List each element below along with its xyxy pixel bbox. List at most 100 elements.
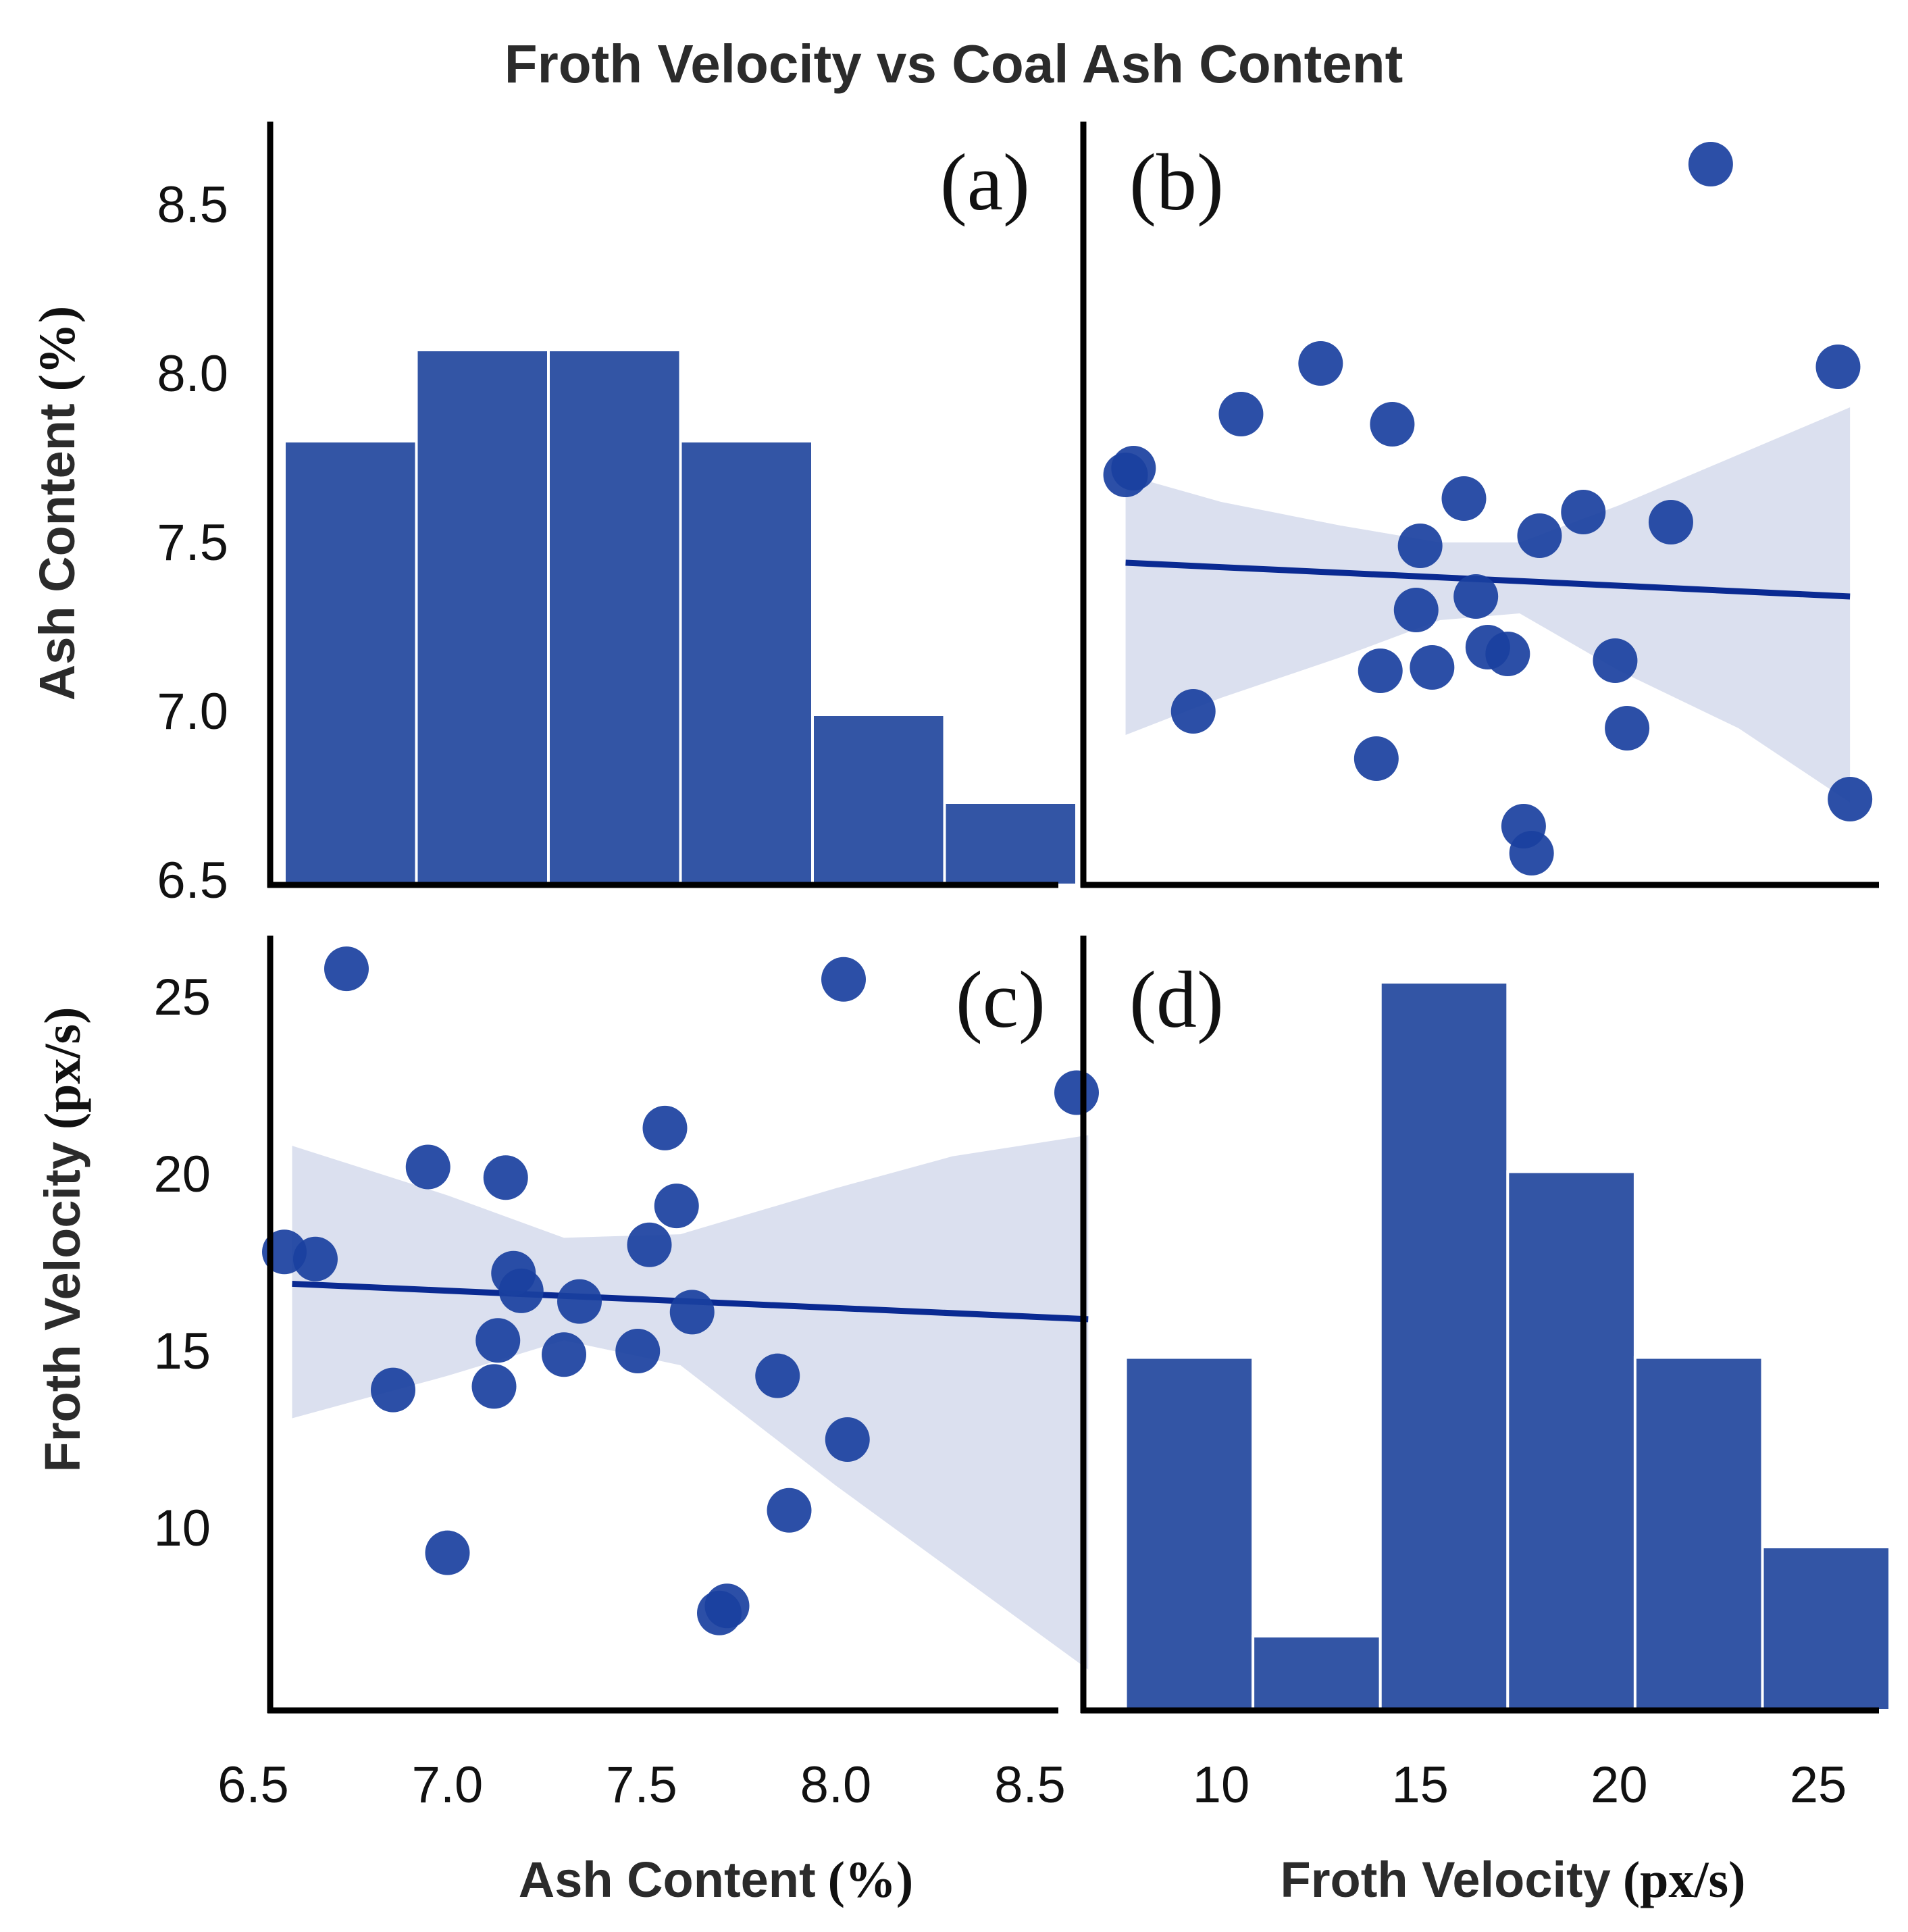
scatter-point — [627, 1222, 672, 1267]
histogram-bar — [283, 440, 418, 886]
scatter-point — [1370, 402, 1415, 447]
ash-axis-unit: (%) — [29, 306, 86, 392]
scatter-point — [1453, 574, 1499, 619]
velocity-x-tick-labels: 10 15 20 25 — [1193, 1756, 1847, 1814]
panel-a: (a) — [267, 122, 1078, 888]
panel-c-label: (c) — [956, 955, 1046, 1044]
tick-label: 6.5 — [217, 1756, 289, 1814]
scatter-points-b — [1103, 142, 1873, 875]
panel-c: (c) — [262, 936, 1099, 1714]
tick-label: 8.5 — [157, 176, 228, 234]
ash-axis-name: Ash Content — [29, 403, 85, 701]
scatter-point — [471, 1364, 517, 1409]
scatter-point — [1393, 588, 1439, 632]
scatter-point — [1054, 1070, 1099, 1115]
scatter-point — [1353, 736, 1399, 781]
scatter-point — [1465, 625, 1510, 669]
scatter-point — [405, 1144, 450, 1190]
scatter-point — [1688, 142, 1733, 186]
scatter-point — [821, 957, 866, 1002]
tick-label: 7.0 — [412, 1756, 484, 1814]
tick-label: 8.0 — [157, 345, 228, 403]
velocity-y-tick-labels: 10 15 20 25 — [153, 969, 211, 1557]
scatter-point — [654, 1184, 699, 1229]
tick-label: 15 — [153, 1323, 211, 1380]
scatter-point — [1397, 524, 1443, 568]
histogram-bars-a — [283, 349, 1078, 886]
scatter-point — [755, 1353, 800, 1398]
histogram-bar — [1761, 1546, 1892, 1712]
scatter-point — [371, 1367, 415, 1413]
tick-label: 10 — [153, 1500, 211, 1557]
scatter-point — [825, 1417, 870, 1462]
histogram-bar — [943, 801, 1078, 886]
histogram-bar — [1378, 981, 1510, 1712]
histogram-bar — [1633, 1356, 1764, 1712]
scatter-point — [1517, 513, 1562, 558]
scatter-point — [1358, 649, 1403, 693]
panel-a-label: (a) — [940, 137, 1030, 227]
velocity-x-axis-name: Froth Velocity — [1281, 1852, 1611, 1908]
ash-y-tick-labels: 6.5 7.0 7.5 8.0 8.5 — [157, 176, 228, 909]
scatter-point — [642, 1105, 688, 1150]
tick-label: 7.0 — [157, 683, 228, 740]
scatter-point — [1828, 777, 1873, 821]
histogram-bar — [1124, 1356, 1255, 1712]
scatter-point — [1815, 345, 1861, 389]
scatter-point — [1111, 446, 1156, 490]
scatter-point — [324, 946, 369, 992]
histogram-bar — [679, 440, 814, 886]
tick-label: 25 — [153, 969, 211, 1026]
tick-label: 7.5 — [157, 514, 228, 571]
scatter-point — [767, 1488, 812, 1533]
scatter-point — [1170, 689, 1216, 734]
scatter-point — [669, 1290, 715, 1335]
velocity-axis-name: Froth Velocity — [34, 1142, 91, 1472]
ash-x-axis-unit: (%) — [828, 1852, 914, 1908]
tick-label: 6.5 — [157, 852, 228, 909]
scatter-point — [1218, 392, 1264, 436]
scatter-point — [557, 1279, 602, 1324]
scatter-point — [498, 1268, 544, 1313]
ash-x-tick-labels: 6.5 7.0 7.5 8.0 8.5 — [217, 1756, 1066, 1814]
y-axis-label-velocity: Froth Velocity (px/s) — [34, 1007, 91, 1473]
scatter-point — [425, 1530, 470, 1575]
tick-label: 8.0 — [800, 1756, 872, 1814]
confidence-band-c — [292, 1135, 1089, 1670]
scatter-point — [1648, 500, 1693, 544]
y-axis-label-ash: Ash Content (%) — [29, 306, 86, 701]
scatter-point — [1561, 490, 1606, 534]
ash-x-axis-name: Ash Content — [519, 1852, 816, 1908]
tick-label: 20 — [1591, 1756, 1648, 1814]
histogram-bar — [1252, 1635, 1382, 1712]
panel-b-label: (b) — [1129, 137, 1224, 227]
scatter-point — [475, 1318, 521, 1363]
velocity-x-axis-unit: (px/s) — [1623, 1852, 1746, 1908]
scatter-point — [704, 1583, 750, 1629]
chart-title: Froth Velocity vs Coal Ash Content — [505, 34, 1403, 94]
scatter-point — [615, 1329, 661, 1373]
scatter-point — [1593, 638, 1638, 683]
tick-label: 15 — [1391, 1756, 1449, 1814]
velocity-axis-unit: (px/s) — [34, 1007, 91, 1130]
x-axis-label-velocity: Froth Velocity (px/s) — [1281, 1852, 1746, 1908]
scatter-point — [1410, 645, 1455, 690]
x-axis-label-ash: Ash Content (%) — [519, 1852, 913, 1908]
scatter-points-c — [262, 946, 1099, 1635]
scatter-point — [1501, 804, 1546, 848]
tick-label: 25 — [1790, 1756, 1847, 1814]
scatter-point — [1441, 476, 1487, 521]
histogram-bar — [1506, 1170, 1636, 1712]
panel-d: (d) — [1080, 936, 1892, 1714]
tick-label: 10 — [1193, 1756, 1250, 1814]
tick-label: 20 — [153, 1146, 211, 1203]
histogram-bar — [811, 713, 946, 886]
panel-d-label: (d) — [1129, 955, 1224, 1044]
scatter-point — [1298, 341, 1343, 386]
scatter-point — [293, 1236, 338, 1281]
panel-b: (b) — [1080, 122, 1879, 888]
histogram-bars-d — [1124, 981, 1892, 1712]
scatter-point — [542, 1332, 586, 1377]
scatter-point — [483, 1155, 528, 1200]
